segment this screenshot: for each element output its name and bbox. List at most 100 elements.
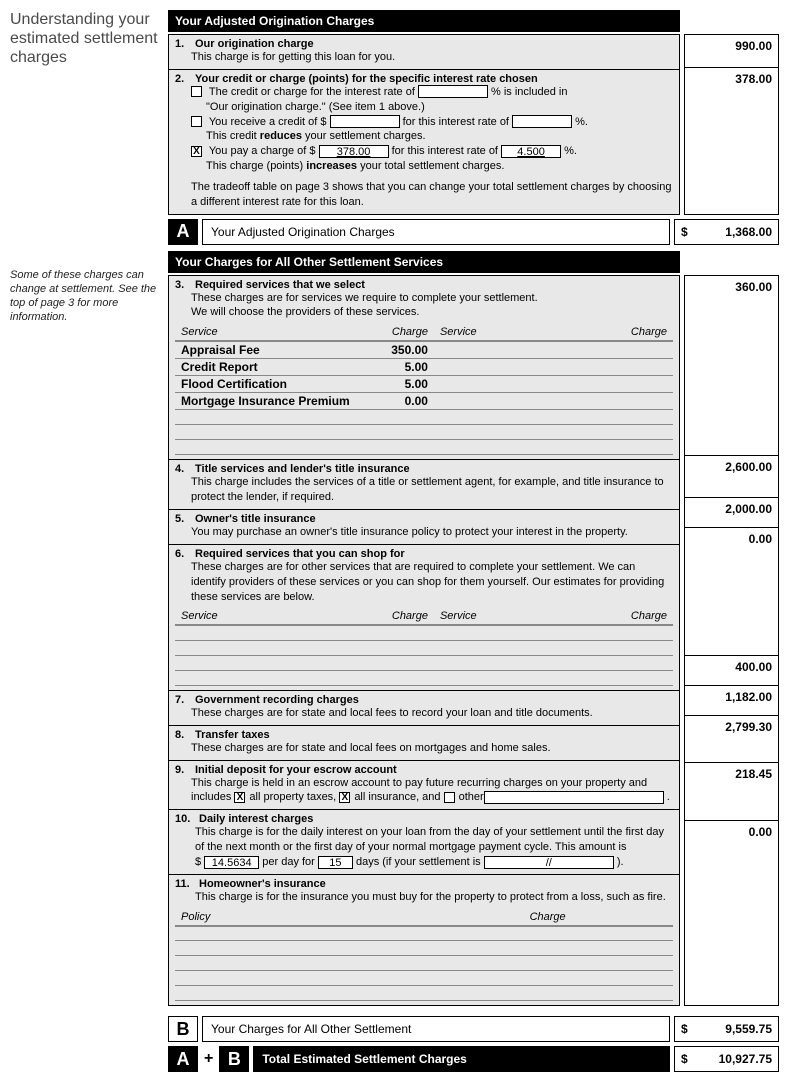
- item2-line3d-post: your total settlement charges.: [357, 160, 504, 172]
- item3-desc2: We will choose the providers of these se…: [191, 305, 673, 320]
- section-b-header: Your Charges for All Other Settlement Se…: [169, 252, 679, 272]
- item11-amount: 0.00: [685, 821, 778, 1006]
- item3-col-service2: Service: [434, 324, 613, 341]
- item5-num: 5.: [175, 513, 191, 525]
- item6-col-charge2: Charge: [613, 608, 673, 625]
- item3-col-charge1: Charge: [374, 324, 434, 341]
- item9-cb-ins[interactable]: X: [339, 792, 350, 803]
- item9-desc1: This charge is held in an escrow account…: [191, 776, 673, 791]
- item2-line2c: %.: [575, 116, 588, 128]
- item9-other-field[interactable]: [484, 791, 664, 804]
- item9-num: 9.: [175, 764, 191, 776]
- summary-total-amount: 10,927.75: [719, 1052, 772, 1066]
- item3-r1-c: 5.00: [374, 359, 434, 376]
- summary-total-plus: +: [202, 1046, 215, 1072]
- summary-a-amount: 1,368.00: [725, 225, 772, 239]
- item2-cb1[interactable]: [191, 86, 202, 97]
- item2-credit-field[interactable]: [330, 115, 400, 128]
- item10-perday-field[interactable]: 14.5634: [204, 856, 259, 869]
- item11-desc: This charge is for the insurance you mus…: [195, 890, 673, 905]
- item2-line3a: You pay a charge of $: [209, 145, 316, 157]
- item2-amount: 378.00: [685, 67, 778, 214]
- item3-r0-s: Appraisal Fee: [175, 341, 374, 359]
- item2-cb2[interactable]: [191, 116, 202, 127]
- item8-num: 8.: [175, 729, 191, 741]
- item8-desc: These charges are for state and local fe…: [191, 741, 673, 756]
- item2-line2b: for this interest rate of: [403, 116, 509, 128]
- summary-a-label: Your Adjusted Origination Charges: [202, 219, 670, 245]
- item11-title: Homeowner's insurance: [199, 878, 326, 890]
- item6-desc: These charges are for other services tha…: [191, 560, 673, 605]
- item2-title: Your credit or charge (points) for the s…: [195, 73, 538, 85]
- item9-cb-tax[interactable]: X: [234, 792, 245, 803]
- item2-rate2-field[interactable]: [512, 115, 572, 128]
- summary-a-badge: A: [168, 219, 198, 245]
- item1-amount: 990.00: [685, 35, 778, 67]
- item4-desc: This charge includes the services of a t…: [191, 475, 673, 505]
- item9-cb-other[interactable]: [444, 792, 455, 803]
- item6-title: Required services that you can shop for: [195, 548, 405, 560]
- item10-days-label: days (if your settlement is: [356, 856, 481, 868]
- item6-col-service1: Service: [175, 608, 374, 625]
- item8-title: Transfer taxes: [195, 729, 270, 741]
- item10-dollar: $: [195, 856, 201, 868]
- item3-title: Required services that we select: [195, 279, 365, 291]
- item6-col-charge1: Charge: [374, 608, 434, 625]
- item9-proptax: all property taxes,: [249, 791, 336, 803]
- item10-close: ).: [617, 856, 624, 868]
- item9-allins: all insurance, and: [354, 791, 440, 803]
- item2-line2a: You receive a credit of $: [209, 116, 327, 128]
- item2-cb3[interactable]: X: [191, 146, 202, 157]
- item9-inc: includes: [191, 791, 231, 803]
- item6-amount: 0.00: [685, 528, 778, 656]
- sidebar-title: Understanding your estimated settlement …: [10, 10, 160, 68]
- item10-amount: 218.45: [685, 763, 778, 821]
- item10-days-field[interactable]: 15: [318, 856, 353, 869]
- item2-line2d-pre: This credit: [206, 130, 260, 142]
- item9-amount: 2,799.30: [685, 716, 778, 763]
- item4-amount: 2,600.00: [685, 456, 778, 498]
- item2-line1a: The credit or charge for the interest ra…: [209, 86, 415, 98]
- item2-increases: increases: [306, 160, 357, 172]
- summary-total-badge-b: B: [219, 1046, 249, 1072]
- item2-line2d-post: your settlement charges.: [302, 130, 426, 142]
- summary-total-dollar: $: [681, 1052, 688, 1066]
- summary-a-dollar: $: [681, 225, 688, 239]
- item2-line1b: % is included in: [491, 86, 567, 98]
- item6-col-service2: Service: [434, 608, 613, 625]
- item7-amount: 400.00: [685, 656, 778, 686]
- item3-r3-c: 0.00: [374, 393, 434, 410]
- section-a-header: Your Adjusted Origination Charges: [169, 11, 679, 31]
- item2-tradeoff: The tradeoff table on page 3 shows that …: [191, 180, 673, 210]
- item2-rate3-field[interactable]: 4.500: [501, 145, 561, 158]
- item9-other: other: [459, 791, 484, 803]
- item2-line3c: %.: [564, 145, 577, 157]
- item6-table: Service Charge Service Charge: [175, 608, 673, 686]
- item2-line3d-pre: This charge (points): [206, 160, 306, 172]
- summary-b-label: Your Charges for All Other Settlement: [202, 1016, 670, 1042]
- item10-num: 10.: [175, 813, 195, 825]
- item5-amount: 2,000.00: [685, 498, 778, 528]
- item4-title: Title services and lender's title insura…: [195, 463, 410, 475]
- item11-table: Policy Charge: [175, 909, 673, 1002]
- item2-charge-field[interactable]: 378.00: [319, 145, 389, 158]
- item2-rate1-field[interactable]: [418, 85, 488, 98]
- item3-r3-s: Mortgage Insurance Premium: [175, 393, 374, 410]
- summary-b-amount: 9,559.75: [725, 1022, 772, 1036]
- item7-num: 7.: [175, 694, 191, 706]
- item5-desc: You may purchase an owner's title insura…: [191, 525, 673, 540]
- summary-total-label: Total Estimated Settlement Charges: [253, 1046, 670, 1072]
- item9-title: Initial deposit for your escrow account: [195, 764, 397, 776]
- item3-r0-c: 350.00: [374, 341, 434, 359]
- item7-desc: These charges are for state and local fe…: [191, 706, 673, 721]
- item3-desc1: These charges are for services we requir…: [191, 291, 673, 306]
- item2-num: 2.: [175, 73, 191, 85]
- summary-total-badge-a: A: [168, 1046, 198, 1072]
- item10-date-field[interactable]: //: [484, 856, 614, 869]
- item7-title: Government recording charges: [195, 694, 359, 706]
- item10-title: Daily interest charges: [199, 813, 313, 825]
- item3-num: 3.: [175, 279, 191, 291]
- item11-num: 11.: [175, 878, 195, 890]
- item6-num: 6.: [175, 548, 191, 560]
- item5-title: Owner's title insurance: [195, 513, 316, 525]
